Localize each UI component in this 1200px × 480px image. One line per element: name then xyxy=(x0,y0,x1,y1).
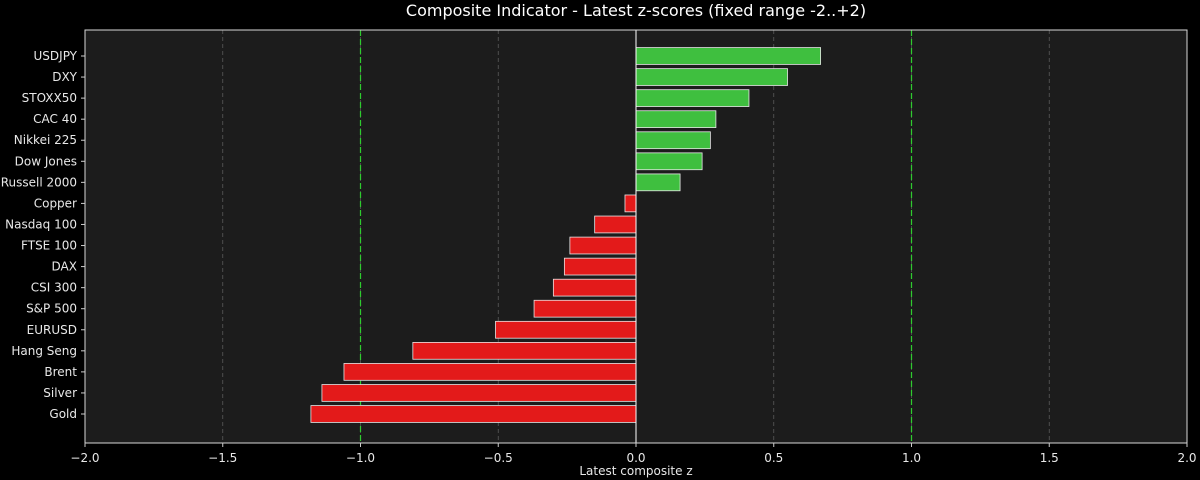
bar xyxy=(533,299,637,318)
bar xyxy=(412,341,637,360)
x-tick-label: 0.0 xyxy=(626,451,645,465)
x-tick-labels: −2.0 −1.5 −1.0 −0.5 0.0 0.5 1.0 1.5 2.0 xyxy=(70,443,1197,465)
y-tick-label: DXY xyxy=(52,70,77,84)
bar xyxy=(569,236,637,255)
x-axis-label: Latest composite z xyxy=(579,464,692,478)
y-tick-label: EURUSD xyxy=(27,323,77,337)
bar xyxy=(552,278,637,297)
y-tick-label: Copper xyxy=(34,196,77,210)
x-tick-label: 0.5 xyxy=(764,451,783,465)
bar xyxy=(635,89,750,107)
bar xyxy=(594,215,637,234)
y-tick-label: Gold xyxy=(49,407,77,421)
x-tick-label: −1.0 xyxy=(346,451,375,465)
x-tick-label: 1.0 xyxy=(902,451,921,465)
y-tick-label: USDJPY xyxy=(34,49,78,63)
bar xyxy=(635,131,711,150)
y-tick-label: Silver xyxy=(43,386,77,400)
bar xyxy=(495,320,637,339)
x-tick-label: −2.0 xyxy=(70,451,99,465)
bar xyxy=(563,257,637,276)
bar xyxy=(635,110,717,128)
y-tick-label: CSI 300 xyxy=(31,281,77,295)
y-tick-label: CAC 40 xyxy=(33,112,77,126)
y-tick-label: Nikkei 225 xyxy=(14,133,77,147)
bar xyxy=(635,68,788,86)
y-tick-label: Hang Seng xyxy=(11,344,77,358)
bar xyxy=(321,384,637,402)
bar xyxy=(343,363,637,381)
y-tick-label: Brent xyxy=(44,365,77,379)
bar xyxy=(310,405,637,423)
y-tick-label: STOXX50 xyxy=(22,91,77,105)
y-tick-label: DAX xyxy=(52,260,77,274)
x-tick-label: −1.5 xyxy=(208,451,237,465)
bar xyxy=(635,173,681,192)
chart-title: Composite Indicator - Latest z-scores (f… xyxy=(406,1,866,20)
y-tick-labels: USDJPY DXY STOXX50 CAC 40 Nikkei 225 Dow Jone… xyxy=(1,49,85,421)
y-tick-label: Nasdaq 100 xyxy=(5,217,77,231)
y-tick-label: Russell 2000 xyxy=(1,175,77,189)
bars xyxy=(310,47,821,423)
y-tick-label: FTSE 100 xyxy=(21,239,77,253)
bar xyxy=(635,152,703,171)
x-tick-label: 1.5 xyxy=(1040,451,1059,465)
y-tick-label: Dow Jones xyxy=(15,154,77,168)
y-tick-label: S&P 500 xyxy=(26,302,77,316)
x-tick-label: 2.0 xyxy=(1177,451,1196,465)
bar xyxy=(624,194,637,213)
x-tick-label: −0.5 xyxy=(484,451,513,465)
bar xyxy=(635,47,821,65)
